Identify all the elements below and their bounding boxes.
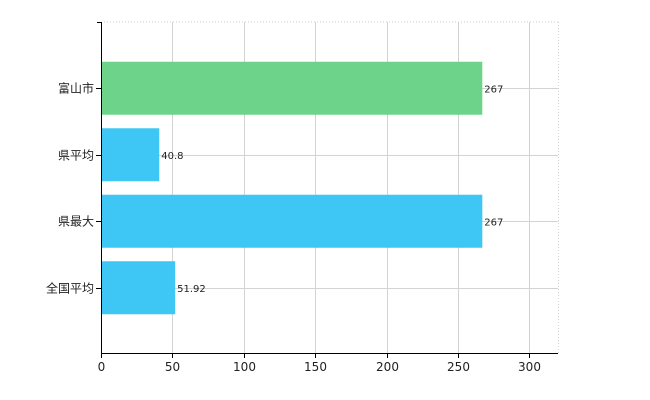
bars xyxy=(101,61,483,315)
x-tick-label-50: 50 xyxy=(165,360,180,374)
x-tick-label-150: 150 xyxy=(304,360,327,374)
data-label-0: 267 xyxy=(484,84,503,95)
category-label-1: 県平均 xyxy=(58,149,94,163)
x-tick-label-100: 100 xyxy=(233,360,256,374)
category-label-0: 富山市 xyxy=(58,81,94,96)
x-tick-label-300: 300 xyxy=(518,360,541,374)
bar-3 xyxy=(101,261,176,315)
category-label-3: 全国平均 xyxy=(46,281,94,296)
bar-0 xyxy=(101,61,483,115)
bar-1 xyxy=(101,128,160,182)
x-tick-label-250: 250 xyxy=(447,360,470,374)
data-label-3: 51.92 xyxy=(177,284,206,295)
axes xyxy=(96,22,558,358)
category-label-2: 県最大 xyxy=(58,215,94,229)
bar-2 xyxy=(101,194,483,248)
x-tick-label-0: 0 xyxy=(98,360,106,374)
x-tick-label-200: 200 xyxy=(376,360,399,374)
data-label-1: 40.8 xyxy=(161,151,183,162)
data-label-2: 267 xyxy=(484,217,503,228)
